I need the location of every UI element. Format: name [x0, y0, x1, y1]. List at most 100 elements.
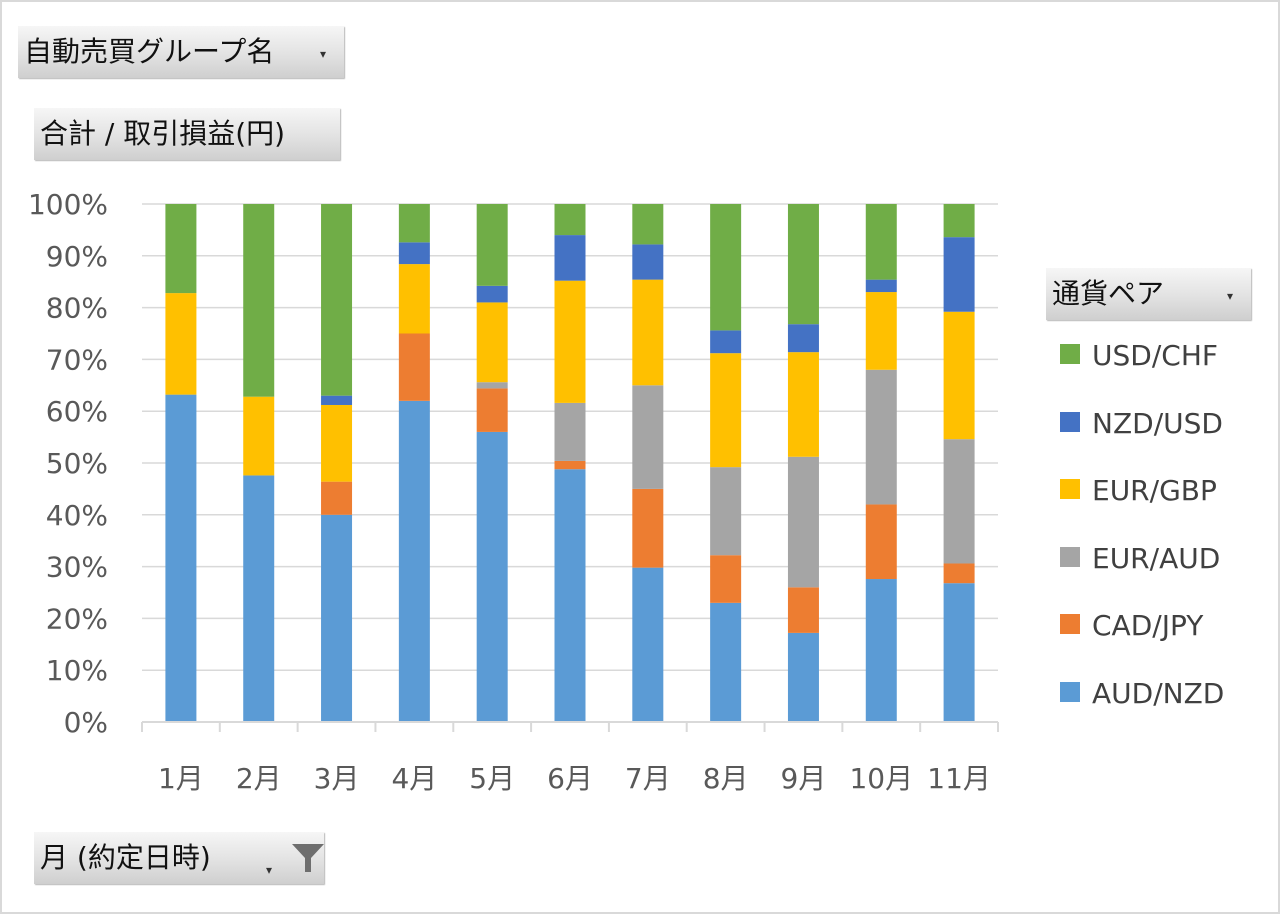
y-tick-label: 100% [28, 188, 108, 221]
bar-segment-cad-jpy [943, 563, 975, 584]
x-tick-label: 10月 [849, 762, 913, 795]
bar-segment-usd-chf [632, 204, 664, 245]
bar-segment-eur-gbp [865, 292, 897, 370]
bar-segment-usd-chf [243, 204, 275, 397]
bar-segment-nzd-usd [787, 324, 819, 353]
axis-field-button[interactable]: 月 (約定日時) ▾ [34, 832, 324, 884]
bar-segment-nzd-usd [321, 395, 353, 405]
bar-segment-aud-nzd [943, 583, 975, 722]
value-field-label: 合計 / 取引損益(円) [40, 117, 286, 150]
x-tick-label: 7月 [625, 762, 671, 795]
bar-segment-usd-chf [787, 204, 819, 325]
bar-segment-eur-gbp [243, 396, 275, 476]
legend-label: NZD/USD [1092, 406, 1223, 440]
bar-segment-aud-nzd [476, 431, 508, 722]
bar-segment-eur-gbp [710, 353, 742, 468]
dropdown-arrow-icon[interactable]: ▾ [319, 47, 326, 61]
bar-segment-usd-chf [165, 204, 197, 294]
bar-segment-aud-nzd [554, 469, 586, 722]
bar-segment-nzd-usd [398, 242, 430, 265]
bar-segment-usd-chf [554, 204, 586, 236]
bar-segment-aud-nzd [632, 567, 664, 722]
x-tick-label: 2月 [236, 762, 282, 795]
bar-segment-usd-chf [710, 204, 742, 331]
legend-item[interactable]: USD/CHF [1060, 336, 1218, 376]
legend-label: AUD/NZD [1092, 677, 1225, 710]
bar-segment-cad-jpy [554, 460, 586, 470]
bar-segment-cad-jpy [476, 388, 508, 432]
bar-segment-cad-jpy [710, 555, 742, 603]
x-tick-label: 3月 [314, 762, 360, 795]
bar-segment-usd-chf [943, 204, 975, 238]
bar-segment-nzd-usd [476, 285, 508, 303]
bar-segment-nzd-usd [632, 244, 664, 280]
legend-field-button[interactable]: 通貨ペア ▾ [1046, 268, 1251, 320]
y-tick-label: 10% [46, 654, 108, 687]
y-tick-label: 80% [46, 292, 108, 325]
bar-segment-eur-aud [632, 385, 664, 489]
y-tick-label: 70% [46, 343, 108, 376]
bar-segment-eur-gbp [476, 302, 508, 383]
y-tick-label: 90% [46, 240, 108, 273]
bar-segment-cad-jpy [321, 481, 353, 515]
x-axis-labels: 1月 2月 3月 4月 5月 6月 7月 8月 9月 10月 11月 [158, 762, 991, 795]
legend-label: EUR/GBP [1092, 474, 1217, 508]
group-field-label: 自動売買グループ名 [24, 35, 275, 68]
bar-segment-usd-chf [865, 204, 897, 280]
legend-item[interactable]: NZD/USD [1060, 404, 1223, 444]
x-tick-label: 6月 [547, 762, 593, 795]
bar-segment-aud-nzd [321, 514, 353, 722]
bar-segment-cad-jpy [787, 587, 819, 633]
bar-segment-aud-nzd [165, 394, 197, 722]
x-tick-label: 1月 [158, 762, 204, 795]
x-tick-label: 8月 [703, 762, 749, 795]
legend-item[interactable]: CAD/JPY [1060, 606, 1203, 646]
bar-segment-eur-gbp [165, 293, 197, 395]
y-tick-label: 0% [64, 706, 108, 739]
y-tick-label: 60% [46, 395, 108, 428]
legend-item[interactable]: AUD/NZD [1060, 674, 1224, 714]
filter-funnel-icon[interactable] [290, 842, 326, 874]
legend-item[interactable]: EUR/AUD [1060, 539, 1220, 579]
bar-segment-eur-aud [710, 467, 742, 556]
bar-segment-eur-gbp [554, 280, 586, 403]
bar-segment-cad-jpy [632, 488, 664, 568]
legend-item[interactable]: EUR/GBP [1060, 471, 1217, 511]
bar-segment-usd-chf [321, 204, 353, 396]
bar-segment-eur-aud [554, 402, 586, 461]
bar-segment-nzd-usd [710, 330, 742, 354]
legend-swatch [1060, 411, 1080, 432]
bar-segment-eur-gbp [787, 352, 819, 457]
bar-segment-aud-nzd [243, 475, 275, 722]
legend-swatch [1060, 479, 1080, 500]
bar-segment-eur-gbp [321, 404, 353, 482]
x-tick-label: 9月 [781, 762, 827, 795]
legend-field-label: 通貨ペア [1052, 277, 1165, 310]
x-tick-label: 5月 [469, 762, 515, 795]
y-tick-label: 20% [46, 602, 108, 635]
y-axis-labels: 0% 10% 20% 30% 40% 50% 60% 70% 80% 90% 100% [28, 188, 108, 739]
legend-swatch [1060, 682, 1080, 702]
dropdown-arrow-icon[interactable]: ▾ [1226, 289, 1233, 303]
bar-segment-eur-gbp [398, 264, 430, 334]
dropdown-arrow-icon[interactable]: ▾ [266, 863, 273, 877]
bar-segment-eur-gbp [943, 311, 975, 440]
bar-segment-nzd-usd [554, 235, 586, 281]
bar-segment-cad-jpy [398, 333, 430, 401]
bar-segment-aud-nzd [865, 579, 897, 722]
x-tick-label: 4月 [391, 762, 437, 795]
group-field-button[interactable]: 自動売買グループ名 ▾ [18, 26, 344, 78]
legend-swatch [1060, 344, 1080, 364]
bar-segment-nzd-usd [865, 279, 897, 293]
y-tick-label: 40% [46, 499, 108, 532]
x-axis [141, 721, 999, 732]
value-field-button[interactable]: 合計 / 取引損益(円) [34, 108, 340, 160]
legend-label: USD/CHF [1092, 339, 1218, 372]
bar-segment-eur-gbp [632, 279, 664, 386]
legend-swatch [1060, 614, 1080, 635]
bar-segment-eur-aud [943, 439, 975, 564]
bar-segment-eur-aud [865, 369, 897, 505]
bar-segment-aud-nzd [398, 400, 430, 722]
x-tick-label: 11月 [927, 762, 991, 795]
